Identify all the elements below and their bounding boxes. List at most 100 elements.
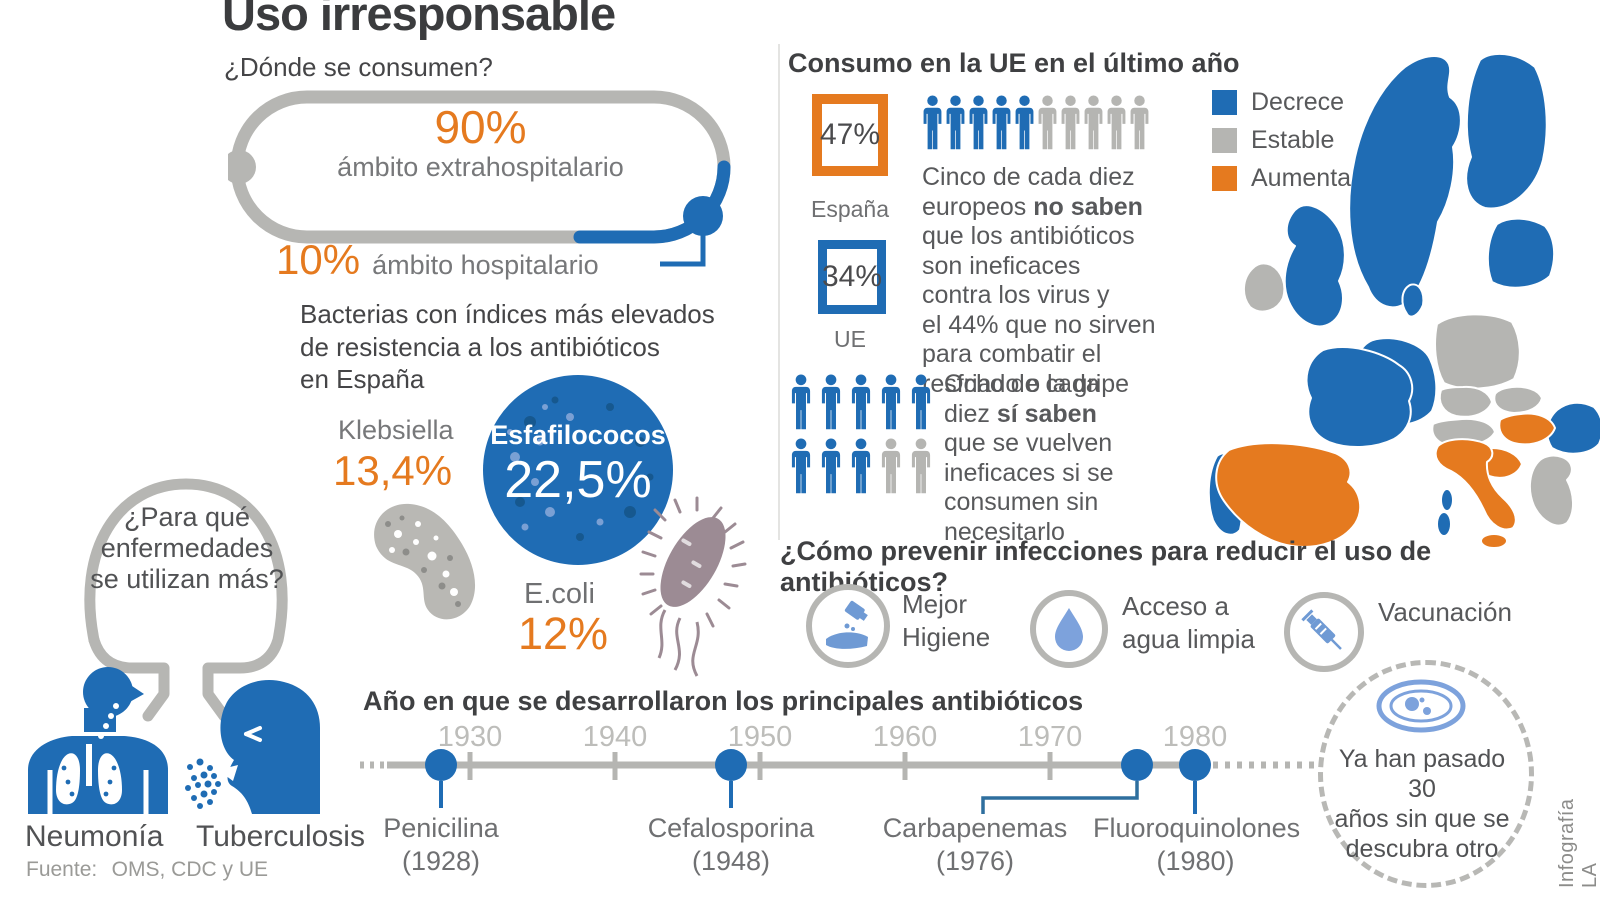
person-icon xyxy=(911,438,931,494)
water-label: Acceso a agua limpia xyxy=(1122,591,1255,654)
klebsiella-bacteria-icon xyxy=(374,503,476,620)
event-year: (1928) xyxy=(401,845,481,876)
person-icon xyxy=(821,374,841,430)
petri-dish-icon xyxy=(1376,679,1466,733)
person-icon xyxy=(1015,95,1034,150)
person-icon xyxy=(821,438,841,494)
hospital-label: ámbito hospitalario xyxy=(372,250,599,280)
spain-value-box: 47% xyxy=(812,94,888,176)
eu-fact1-text: Cinco de cada diez europeos no saben que… xyxy=(922,163,1207,399)
event-name: Fluoroquinolones xyxy=(1093,813,1301,843)
person-icon xyxy=(992,95,1011,150)
legend-label: Estable xyxy=(1251,126,1335,154)
page-title: Uso irresponsable xyxy=(222,0,616,40)
pill-connector-line xyxy=(660,224,706,267)
person-icon xyxy=(911,374,931,430)
event-name: Cefalosporina xyxy=(647,813,815,843)
decade-label: 1960 xyxy=(873,722,938,753)
decade-label: 1930 xyxy=(438,722,503,753)
decade-label: 1940 xyxy=(583,722,648,753)
prevention-heading: ¿Cómo prevenir infecciones para reducir … xyxy=(780,536,1432,597)
where-heading: ¿Dónde se consumen? xyxy=(224,52,493,82)
person-icon xyxy=(923,95,942,150)
syringe-icon xyxy=(1301,609,1342,650)
map-regions-increase xyxy=(1215,412,1556,549)
water-circle xyxy=(1030,590,1108,668)
person-icon xyxy=(1130,95,1149,150)
legend-item-decrease: Decrece xyxy=(1212,88,1351,117)
pill-blue-dot xyxy=(683,196,723,236)
spain-value: 47% xyxy=(819,118,881,151)
people-pictograph-2 xyxy=(791,374,931,494)
event-name: Carbapenemas xyxy=(882,813,1068,843)
person-icon xyxy=(1107,95,1126,150)
eu-label: UE xyxy=(834,326,866,352)
event-stems xyxy=(439,781,1197,814)
person-icon xyxy=(1038,95,1057,150)
person-icon xyxy=(1084,95,1103,150)
fact2-post: que se vuelven ineficaces si se consumen… xyxy=(944,429,1114,546)
person-icon xyxy=(881,374,901,430)
decade-labels: 1930 1940 1950 1960 1970 1980 xyxy=(438,722,1228,753)
legend-label: Decrece xyxy=(1251,88,1345,116)
event-name: Penicilina xyxy=(383,813,499,843)
lungs-bubble-shape xyxy=(84,478,288,722)
cough-droplets xyxy=(185,758,221,809)
fact2-bold: sí saben xyxy=(996,399,1097,428)
person-icon xyxy=(791,374,811,430)
map-regions-decrease xyxy=(1207,52,1600,537)
person-icon xyxy=(946,95,965,150)
ecoli-bacteria-icon xyxy=(639,496,747,677)
map-regions-stable xyxy=(1243,262,1574,527)
timeline-event-cephalosporin: Cefalosporina (1948) xyxy=(641,812,821,878)
timeline-axis: 1930 1940 1950 1960 1970 1980 xyxy=(360,722,1345,814)
legend-item-stable: Estable xyxy=(1212,126,1351,155)
event-year: (1948) xyxy=(691,845,771,876)
person-icon xyxy=(851,374,871,430)
source-prefix: Fuente: xyxy=(26,858,98,881)
timeline-heading: Año en que se desarrollaron los principa… xyxy=(363,686,1084,716)
timeline-event-carbapenem: Carbapenemas (1976) xyxy=(880,812,1070,878)
carbapenem-elbow-line xyxy=(981,781,1139,814)
fact1-bold: no saben xyxy=(1033,192,1143,221)
klebsiella-value: 13,4% xyxy=(333,447,453,494)
person-icon xyxy=(1061,95,1080,150)
legend-swatch-blue xyxy=(1212,90,1237,115)
no-new-antibiotics-note: Ya han pasado 30 años sin que se descubr… xyxy=(1334,745,1510,863)
bacteria-heading: Bacterias con índices más elevados de re… xyxy=(300,299,715,394)
eu-heading: Consumo en la UE en el último año xyxy=(788,48,1240,78)
ecoli-name: E.coli xyxy=(524,578,595,610)
eu-value: 34% xyxy=(821,260,883,293)
source-line: Fuente: OMS, CDC y UE xyxy=(26,858,268,882)
pill-gray-dot xyxy=(228,150,256,184)
diseases-question: ¿Para qué enfermedades se utilizan más? xyxy=(90,502,284,595)
water-drop-icon xyxy=(1055,608,1083,651)
timeline-event-penicillin: Penicilina (1928) xyxy=(366,812,516,878)
fact2-pre: Ocho de cada diez xyxy=(944,370,1100,428)
map-legend: Decrece Estable Aumenta xyxy=(1212,88,1351,202)
eu-fact2-text: Ocho de cada diez sí saben que se vuelve… xyxy=(944,370,1194,547)
person-icon xyxy=(881,438,901,494)
handwash-icon xyxy=(826,600,868,649)
extra-hospital-value: 90% xyxy=(434,101,527,153)
pneumonia-person-icon xyxy=(28,667,168,814)
hospital-value: 10% xyxy=(276,236,361,283)
person-icon xyxy=(969,95,988,150)
source-text: OMS, CDC y UE xyxy=(111,858,269,881)
decade-label: 1980 xyxy=(1163,722,1228,753)
person-icon xyxy=(791,438,811,494)
legend-swatch-orange xyxy=(1212,166,1237,191)
credit-text: Infografía LA RAZÓN xyxy=(1556,798,1600,888)
fact1-pre: Cinco de cada diez europeos xyxy=(922,163,1135,221)
pneumonia-label: Neumonía xyxy=(25,820,164,853)
staphylococcus-circle xyxy=(483,375,673,565)
staphylococcus-name: Esfafilococos xyxy=(490,420,666,450)
event-dots xyxy=(425,749,1211,781)
vertical-divider xyxy=(778,44,780,540)
legend-label: Aumenta xyxy=(1251,164,1352,192)
hygiene-label: Mejor Higiene xyxy=(902,589,991,652)
legend-swatch-gray xyxy=(1212,128,1237,153)
klebsiella-name: Klebsiella xyxy=(338,415,454,445)
eu-value-box: 34% xyxy=(818,240,886,314)
vaccine-label: Vacunación xyxy=(1378,597,1512,627)
